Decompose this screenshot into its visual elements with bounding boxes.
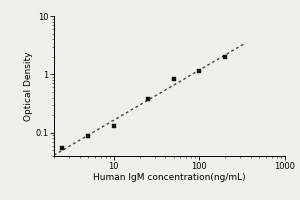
Y-axis label: Optical Density: Optical Density	[23, 51, 32, 121]
X-axis label: Human IgM concentration(ng/mL): Human IgM concentration(ng/mL)	[93, 173, 246, 182]
